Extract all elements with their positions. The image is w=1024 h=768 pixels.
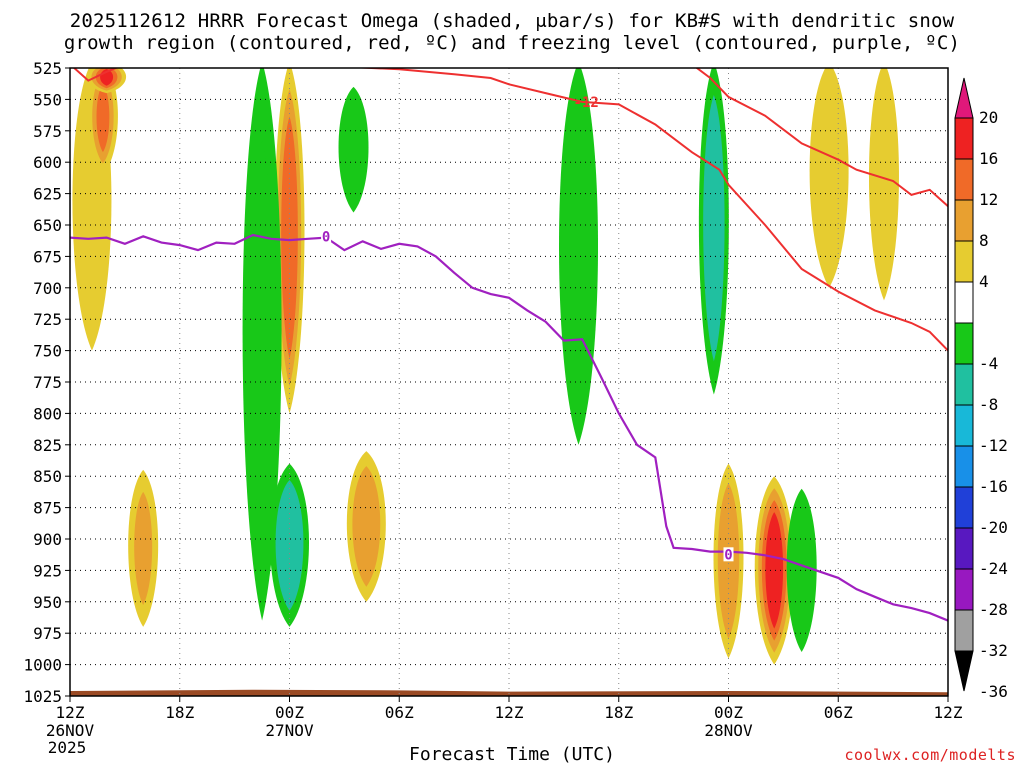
omega-shade-region: [281, 496, 298, 595]
colorbar-label: 20: [979, 108, 998, 127]
omega-shade-region: [566, 115, 591, 392]
colorbar-label: 8: [979, 231, 989, 250]
colorbar-bottom-arrow: [954, 650, 974, 692]
y-tick-label: 675: [33, 247, 62, 266]
colorbar-label: -8: [979, 395, 998, 414]
site-credit: coolwx.com/modelts: [844, 746, 1016, 764]
colorbar-swatch: [954, 363, 974, 406]
y-tick-label: 850: [33, 467, 62, 486]
colorbar-label: -12: [979, 436, 1008, 455]
colorbar-label: -4: [979, 354, 998, 373]
y-tick-label: 650: [33, 216, 62, 235]
y-tick-label: 1025: [23, 687, 62, 706]
colorbar-swatch: [954, 158, 974, 201]
y-tick-label: 700: [33, 279, 62, 298]
chart-title-line-1: 2025112612 HRRR Forecast Omega (shaded, …: [69, 10, 955, 32]
omega-shade-region: [792, 511, 811, 630]
colorbar-swatch: [954, 117, 974, 160]
colorbar-label: 16: [979, 149, 998, 168]
omega-shade-region: [707, 128, 721, 328]
y-tick-label: 575: [33, 122, 62, 141]
freezing-level-label: 0: [322, 230, 330, 246]
freezing-level-label: 0: [724, 547, 732, 563]
y-tick-label: 800: [33, 404, 62, 423]
colorbar-swatch: [954, 486, 974, 529]
x-tick-date-label: 26NOV: [46, 721, 95, 740]
x-tick-date-label: 28NOV: [704, 721, 753, 740]
colorbar-label: -36: [979, 682, 1008, 701]
terrain-ground-strip: [70, 689, 948, 696]
y-tick-label: 925: [33, 561, 62, 580]
dgz-contour-minus12-lower: [695, 68, 948, 207]
x-tick-label: 12Z: [56, 703, 85, 722]
colorbar-label: -16: [979, 477, 1008, 496]
y-tick-label: 875: [33, 499, 62, 518]
colorbar-label: -32: [979, 641, 1008, 660]
y-tick-label: 775: [33, 373, 62, 392]
colorbar-swatch: [954, 240, 974, 283]
colorbar-swatch: [954, 527, 974, 570]
omega-shade-region: [357, 481, 375, 572]
freezing-label-backdrop: [723, 547, 734, 562]
x-tick-label: 06Z: [385, 703, 414, 722]
dgz-contour-minus12-upper: [72, 68, 948, 352]
y-tick-label: 825: [33, 436, 62, 455]
omega-shade-region: [134, 491, 153, 605]
freezing-level-contour: [70, 233, 948, 622]
x-tick-label: 12Z: [495, 703, 524, 722]
y-tick-label: 725: [33, 310, 62, 329]
colorbar-swatch: [954, 568, 974, 611]
colorbar-swatch: [954, 199, 974, 242]
y-tick-label: 975: [33, 624, 62, 643]
colorbar-swatch: [954, 609, 974, 652]
x-tick-label: 18Z: [165, 703, 194, 722]
y-tick-label: 950: [33, 593, 62, 612]
y-tick-label: 525: [33, 59, 62, 78]
x-tick-label: 00Z: [714, 703, 743, 722]
colorbar-top-arrow: [954, 77, 974, 119]
colorbar-label: -24: [979, 559, 1008, 578]
omega-shade-region: [874, 95, 893, 267]
x-tick-label: 06Z: [824, 703, 853, 722]
freezing-label-backdrop: [321, 229, 332, 244]
y-tick-label: 625: [33, 185, 62, 204]
chart-title-line-2: growth region (contoured, red, ºC) and f…: [63, 32, 961, 54]
colorbar-swatch: [954, 281, 974, 324]
x-tick-label: 18Z: [604, 703, 633, 722]
y-tick-label: 900: [33, 530, 62, 549]
colorbar-swatch: [954, 445, 974, 488]
omega-shade-region: [96, 84, 110, 153]
omega-shade-region: [344, 104, 363, 195]
omega-shade-region: [284, 143, 295, 332]
y-tick-label: 750: [33, 342, 62, 361]
colorbar-swatch: [954, 404, 974, 447]
y-tick-label: 600: [33, 153, 62, 172]
colorbar-swatch: [954, 322, 974, 365]
omega-shade-region: [250, 139, 274, 543]
omega-shade-region: [768, 524, 780, 617]
y-tick-label: 550: [33, 90, 62, 109]
colorbar-label: 12: [979, 190, 998, 209]
x-tick-date-label: 27NOV: [265, 721, 314, 740]
colorbar-label: -20: [979, 518, 1008, 537]
colorbar-label: 4: [979, 272, 989, 291]
y-tick-label: 1000: [23, 656, 62, 675]
x-tick-label: 00Z: [275, 703, 304, 722]
x-axis-title: Forecast Time (UTC): [409, 744, 615, 765]
dgz-contour-label: -12: [574, 95, 599, 111]
x-tick-year-label: 2025: [48, 738, 87, 757]
x-tick-label: 12Z: [934, 703, 963, 722]
omega-shade-region: [817, 93, 841, 257]
colorbar-label: -28: [979, 600, 1008, 619]
